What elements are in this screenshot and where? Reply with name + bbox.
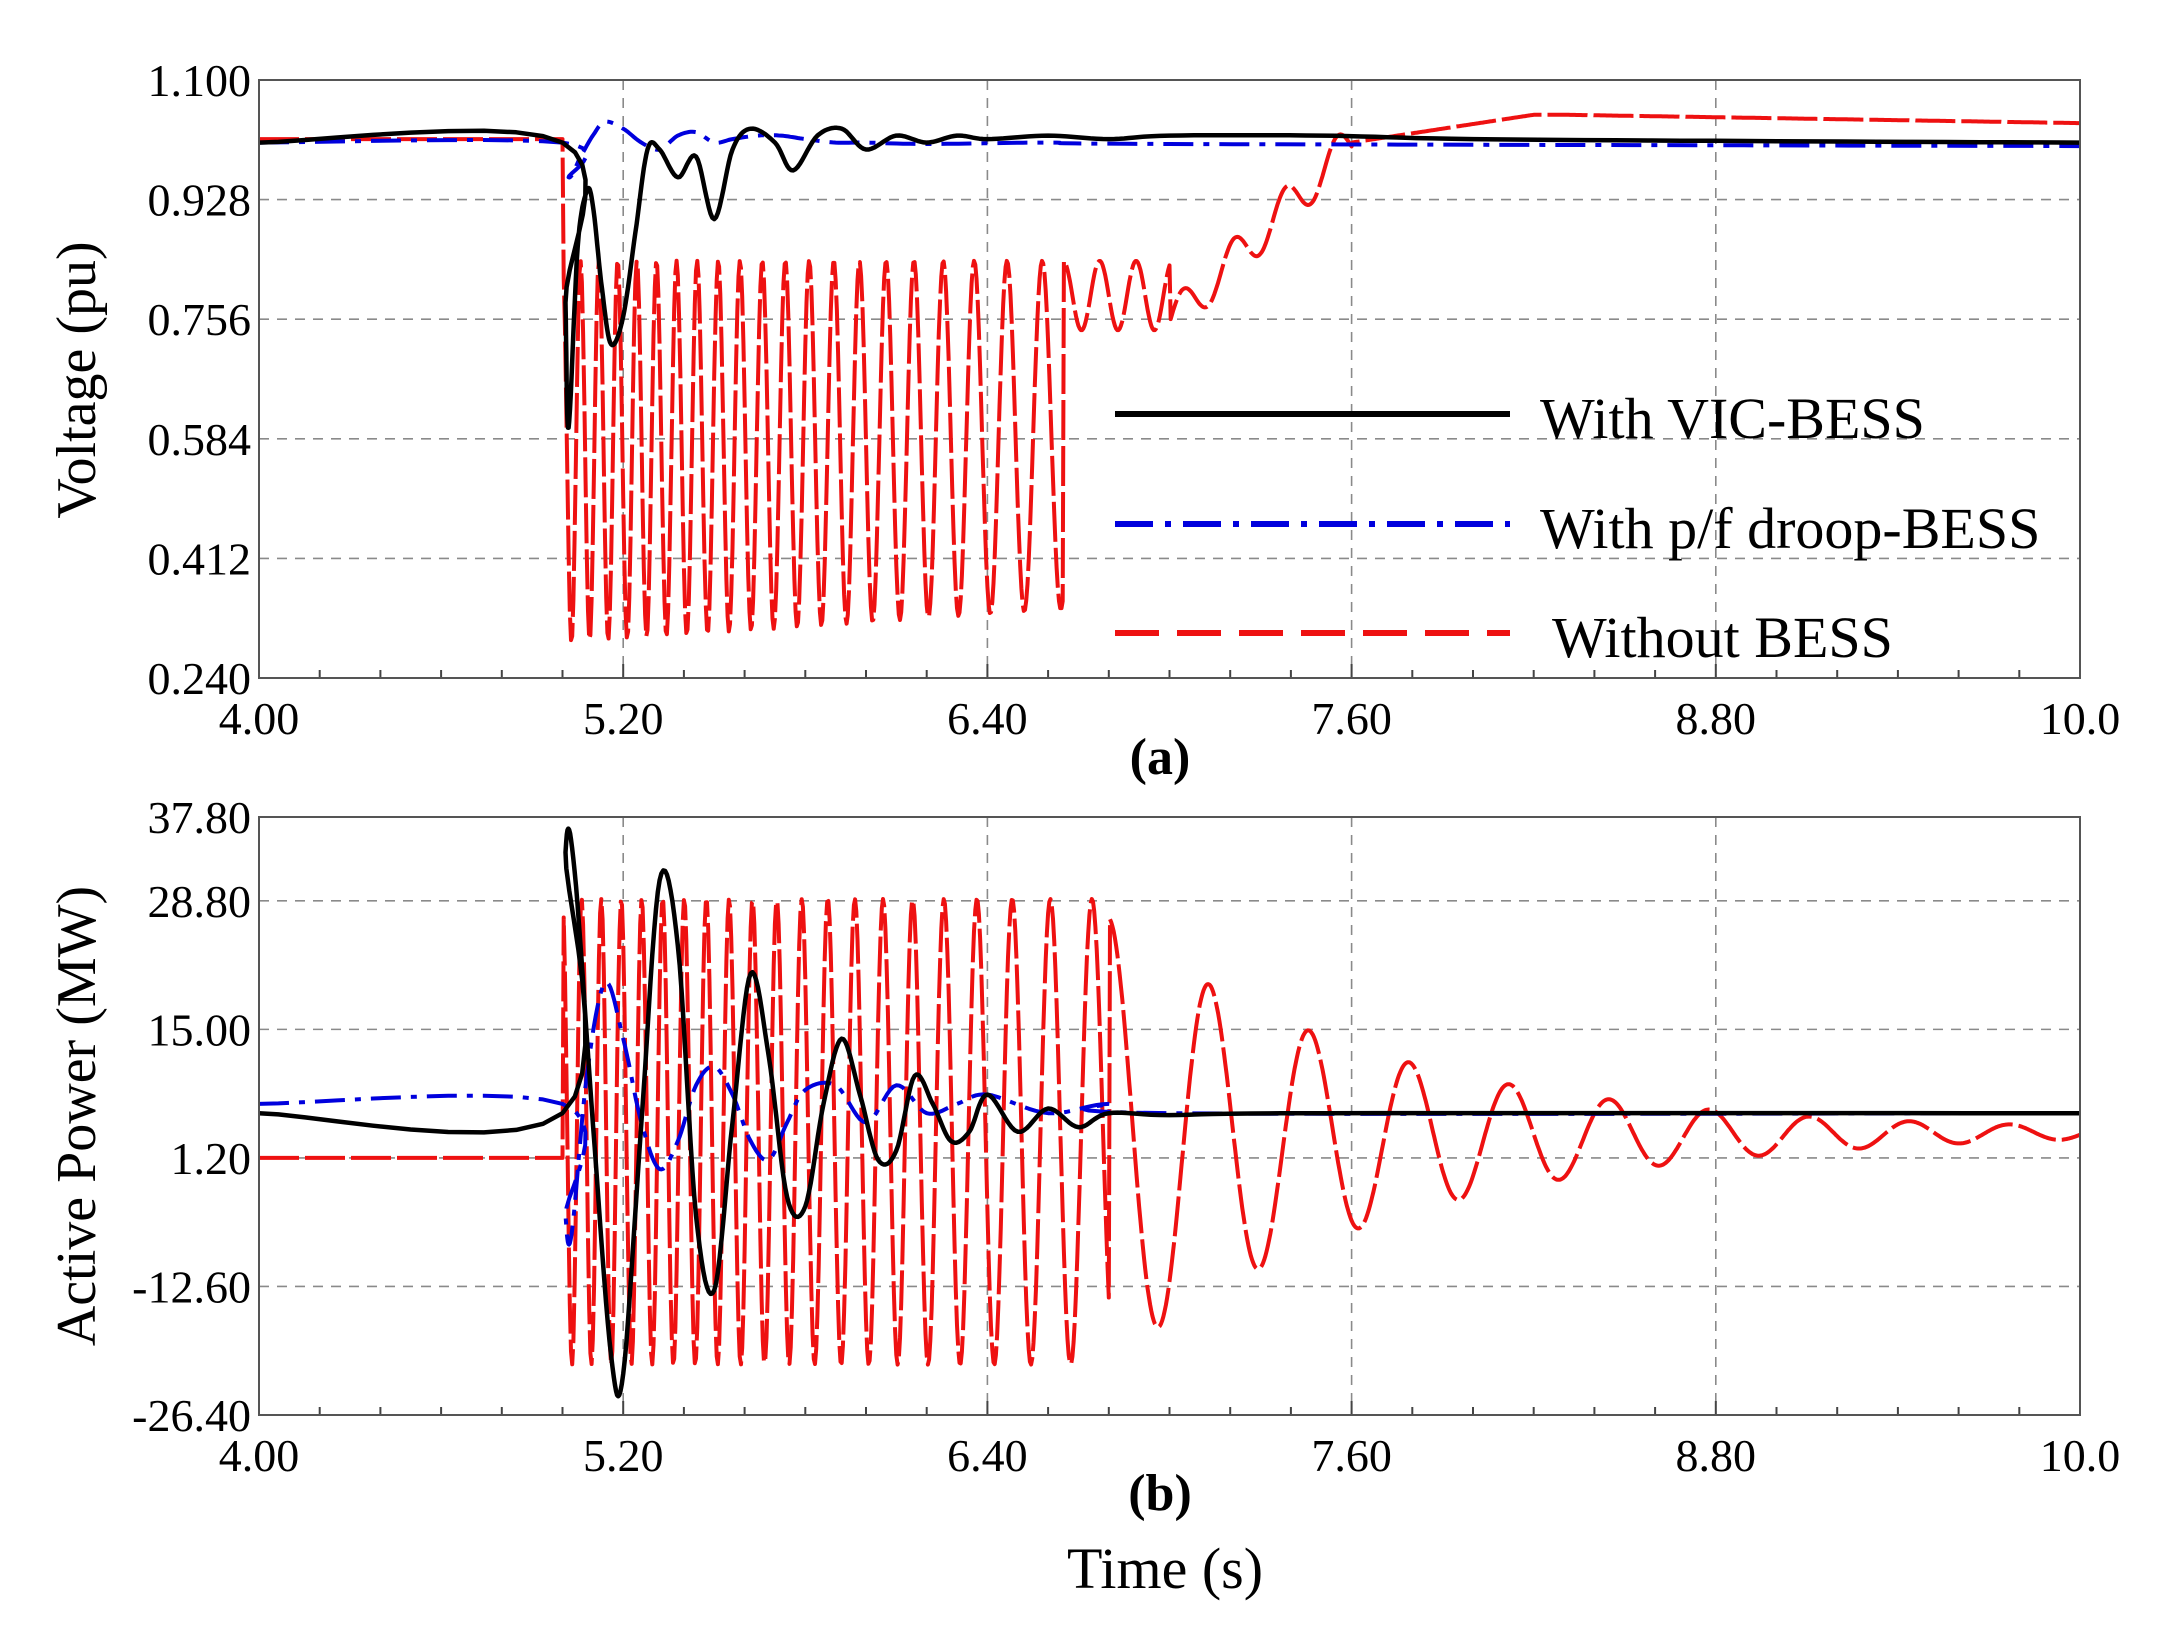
active-power-x-tick-label: 4.00 <box>219 1430 300 1481</box>
voltage-line-without-bess <box>258 112 2081 643</box>
active-power-series <box>258 826 2081 1399</box>
active-power-y-tick-labels: 37.80 28.80 15.00 1.20 -12.60 -26.40 <box>132 792 251 1441</box>
voltage-x-tick-label: 4.00 <box>219 693 300 744</box>
voltage-plot-frame <box>258 79 2081 679</box>
active-power-y-axis-label: Active Power (MW) <box>46 886 108 1346</box>
voltage-y-axis-label: Voltage (pu) <box>46 241 108 518</box>
active-power-x-tick-label: 5.20 <box>583 1430 664 1481</box>
active-power-line-without-bess <box>258 897 2081 1367</box>
x-axis-label-time: Time (s) <box>1067 1536 1263 1601</box>
voltage-x-tick-label: 5.20 <box>583 693 664 744</box>
active-power-y-tick-label: 28.80 <box>148 876 252 927</box>
voltage-x-tick-labels: 4.00 5.20 6.40 7.60 8.80 10.0 <box>219 693 2121 744</box>
active-power-y-tick-label: -26.40 <box>132 1390 251 1441</box>
active-power-chart: 37.80 28.80 15.00 1.20 -12.60 -26.40 4.00 5.20… <box>46 792 2120 1601</box>
active-power-x-tick-labels: 4.00 5.20 6.40 7.60 8.80 10.0 <box>219 1430 2121 1481</box>
voltage-line-with-vic-bess <box>258 125 2081 430</box>
voltage-y-tick-label: 1.100 <box>148 55 252 106</box>
voltage-y-tick-label: 0.756 <box>148 294 252 345</box>
active-power-y-tick-label: 1.20 <box>171 1133 252 1184</box>
active-power-x-tick-label: 7.60 <box>1311 1430 1392 1481</box>
panel-b-label: (b) <box>1128 1465 1192 1522</box>
voltage-y-tick-labels: 1.100 0.928 0.756 0.584 0.412 0.240 <box>148 55 252 704</box>
voltage-y-tick-label: 0.240 <box>148 653 252 704</box>
legend: With VIC-BESS With p/f droop-BESS Withou… <box>1115 386 2040 670</box>
legend-label-without-bess: Without BESS <box>1552 605 1893 670</box>
legend-label-vic-bess: With VIC-BESS <box>1540 386 1925 451</box>
active-power-line-with-vic-bess <box>258 826 2080 1399</box>
voltage-x-tick-label: 7.60 <box>1311 693 1392 744</box>
active-power-y-tick-label: -12.60 <box>132 1261 251 1312</box>
voltage-series <box>258 112 2081 643</box>
voltage-line-with-p-f-droop-bess <box>258 119 2081 180</box>
active-power-line-with-p-f-droop-bess <box>258 980 2080 1247</box>
active-power-y-tick-label: 37.80 <box>148 792 252 843</box>
voltage-y-tick-label: 0.928 <box>148 175 252 226</box>
voltage-chart: 1.100 0.928 0.756 0.584 0.412 0.240 4.00 5.20 6… <box>46 55 2120 786</box>
voltage-x-tick-label: 6.40 <box>947 693 1028 744</box>
active-power-x-tick-label: 6.40 <box>947 1430 1028 1481</box>
voltage-y-tick-label: 0.584 <box>148 414 252 465</box>
active-power-x-tick-label: 8.80 <box>1676 1430 1757 1481</box>
active-power-y-tick-label: 15.00 <box>148 1004 252 1055</box>
active-power-plot-frame <box>258 816 2081 1416</box>
voltage-x-tick-label: 10.0 <box>2040 693 2121 744</box>
voltage-x-tick-label: 8.80 <box>1676 693 1757 744</box>
panel-a-label: (a) <box>1130 729 1191 786</box>
legend-label-pf-droop-bess: With p/f droop-BESS <box>1540 496 2040 561</box>
voltage-grid <box>258 80 2081 678</box>
voltage-y-tick-label: 0.412 <box>148 533 252 584</box>
active-power-x-tick-label: 10.0 <box>2040 1430 2121 1481</box>
